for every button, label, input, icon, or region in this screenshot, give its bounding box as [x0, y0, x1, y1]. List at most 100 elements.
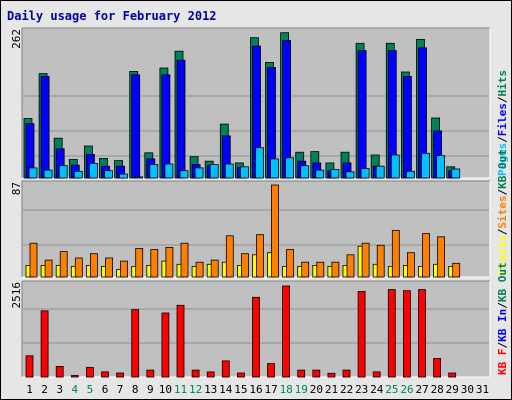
- pages-bar: [315, 169, 325, 179]
- x-tick-label: 17: [264, 383, 277, 396]
- legend-part: /: [496, 342, 509, 349]
- legend-part: KB Out: [496, 149, 509, 189]
- legend-part: KB Out: [496, 262, 509, 302]
- sites-bar: [361, 242, 370, 278]
- sites-bar: [195, 261, 204, 278]
- pages-bar: [58, 165, 68, 179]
- kb-bar: [101, 371, 109, 378]
- x-tick-label: 26: [400, 383, 413, 396]
- pages-bar: [194, 167, 204, 179]
- pages-bar: [421, 152, 430, 179]
- kb-bar: [448, 372, 457, 378]
- legend-part: Visits: [496, 235, 509, 275]
- kb-bar: [131, 309, 140, 378]
- sites-bar: [44, 259, 53, 278]
- pages-bar: [73, 170, 83, 179]
- pages-bar: [436, 155, 446, 179]
- sites-bar: [346, 254, 355, 278]
- x-tick-label: 12: [189, 383, 202, 396]
- kb-bar: [267, 363, 275, 378]
- pages-bar: [104, 170, 113, 179]
- panel-1-legend: Pages/Files/Hits: [496, 70, 509, 176]
- sites-bar: [271, 184, 279, 278]
- files-bar: [40, 76, 50, 179]
- sites-bar: [180, 242, 189, 278]
- x-tick-label: 2: [41, 383, 48, 396]
- legend-part: /: [496, 96, 509, 103]
- kb-bar: [55, 365, 64, 378]
- kb-bar: [146, 369, 155, 378]
- sites-bar: [74, 257, 83, 278]
- pages-bar: [28, 167, 38, 179]
- legend-part: /: [496, 228, 509, 235]
- pages-bar: [270, 158, 279, 179]
- x-tick-label: 14: [219, 383, 233, 396]
- sites-bar: [331, 261, 340, 278]
- x-tick-label: 29: [446, 383, 459, 396]
- x-tick-label: 13: [204, 383, 217, 396]
- x-tick-label: 19: [295, 383, 308, 396]
- kb-bar: [176, 304, 185, 378]
- kb-bar: [282, 285, 291, 378]
- kb-bar: [357, 290, 366, 378]
- x-tick-label: 4: [71, 383, 78, 396]
- kb-bar: [70, 375, 79, 378]
- panel-3-legend: KB F/KB In/KB Out: [496, 262, 509, 375]
- kb-bar: [206, 371, 215, 378]
- kb-bar: [433, 357, 442, 378]
- sites-bar: [210, 259, 219, 278]
- legend-part: Hits: [496, 70, 509, 97]
- kb-bar: [387, 289, 396, 378]
- x-tick-label: 28: [431, 383, 444, 396]
- x-tick-label: 11: [174, 383, 187, 396]
- x-tick-label: 25: [385, 383, 398, 396]
- x-tick-label: 1: [26, 383, 33, 396]
- panel-2-legend: Visits/Sites/KB Out: [496, 149, 509, 275]
- files-bar: [357, 50, 367, 179]
- kb-bar: [191, 369, 200, 378]
- sites-bar: [59, 251, 68, 278]
- pages-bar: [119, 173, 128, 179]
- sites-bar: [150, 249, 159, 278]
- sites-bar: [105, 257, 113, 278]
- legend-part: /: [496, 189, 509, 196]
- sites-bar: [422, 233, 430, 278]
- kb-bar: [402, 290, 411, 378]
- kb-bar: [327, 372, 336, 378]
- x-tick-label: 23: [355, 383, 368, 396]
- x-tick-label: 31: [476, 383, 489, 396]
- panel-1-max-label: 262: [10, 29, 23, 49]
- files-bar: [402, 76, 412, 179]
- pages-bar: [390, 154, 400, 179]
- legend-part: Pages: [496, 143, 509, 176]
- kb-bar: [418, 289, 426, 378]
- x-tick-label: 22: [340, 383, 353, 396]
- panel-3-max-label: 2516: [10, 282, 23, 309]
- x-tick-label: 7: [117, 383, 124, 396]
- pages-bar: [375, 165, 385, 179]
- pages-bar: [239, 166, 249, 179]
- legend-part: Sites: [496, 196, 509, 229]
- chart-title: Daily usage for February 2012: [7, 9, 217, 23]
- x-tick-label: 30: [461, 383, 474, 396]
- sites-bar: [256, 234, 264, 278]
- sites-bar: [391, 230, 400, 278]
- sites-bar: [406, 252, 415, 278]
- sites-bar: [452, 262, 461, 278]
- kb-bar: [40, 310, 49, 378]
- sites-bar: [240, 253, 249, 278]
- sites-bar: [225, 235, 234, 278]
- files-bar: [161, 74, 171, 179]
- pages-bar: [255, 147, 264, 179]
- pages-bar: [285, 157, 295, 179]
- panel-2-max-label: 87: [10, 182, 23, 195]
- x-tick-label: 20: [310, 383, 323, 396]
- files-bar: [131, 74, 141, 179]
- sites-bar: [29, 242, 38, 278]
- kb-bar: [161, 312, 170, 378]
- sites-bar: [120, 260, 128, 278]
- legend-part: KB In: [496, 309, 509, 342]
- kb-bar: [252, 296, 260, 378]
